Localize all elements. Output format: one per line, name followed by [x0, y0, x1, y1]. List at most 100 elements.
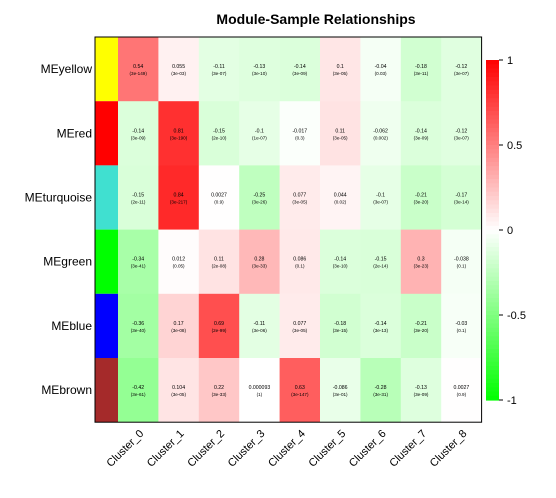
cell-pvalue: (3e-09) — [414, 135, 429, 140]
heatmap-cell — [441, 37, 482, 102]
cell-value: -0.13 — [253, 64, 265, 70]
heatmap-cell — [279, 101, 321, 166]
cell-pvalue: (3e-07) — [212, 71, 227, 76]
colorbar-segment — [486, 153, 499, 159]
module-color-bar — [95, 37, 118, 102]
cell-value: -0.14 — [415, 128, 427, 134]
heatmap-cell — [118, 293, 159, 359]
colorbar-segment — [486, 98, 499, 104]
colorbar-segment — [486, 94, 499, 99]
cell-value: 0.84 — [174, 193, 184, 199]
colorbar-segment — [486, 123, 499, 129]
cell-pvalue: (3e-07) — [454, 71, 469, 76]
heatmap-cell — [239, 37, 280, 102]
colorbar-segment — [486, 259, 499, 265]
heatmap-cell — [320, 358, 361, 423]
colorbar-segment — [486, 238, 499, 244]
cell-value: 0.22 — [214, 385, 224, 391]
colorbar-segment — [486, 272, 499, 278]
column-label: Cluster_3 — [226, 428, 268, 470]
cell-pvalue: (3e-13) — [373, 328, 388, 333]
cell-pvalue: (3e-20) — [414, 200, 429, 205]
cell-pvalue: (0.05) — [173, 264, 185, 269]
cell-value: -0.12 — [455, 128, 467, 134]
heatmap-cell — [441, 293, 482, 359]
cell-pvalue: (3e-10) — [333, 264, 348, 269]
cell-pvalue: (3e-23) — [414, 264, 429, 269]
colorbar-segment — [486, 289, 499, 295]
heatmap-cell — [158, 293, 200, 359]
cell-pvalue: (2e-08) — [212, 264, 227, 269]
cell-pvalue: (3e-149) — [130, 71, 148, 76]
cell-value: -0.14 — [294, 64, 306, 70]
cell-pvalue: (1) — [257, 392, 263, 397]
colorbar-segment — [486, 196, 499, 201]
heatmap-cell — [158, 229, 200, 295]
colorbar-segment — [486, 89, 499, 95]
column-label: Cluster_8 — [428, 428, 470, 470]
cell-pvalue: (0.03) — [375, 71, 387, 76]
cell-value: 0.3 — [417, 257, 424, 263]
colorbar-segment — [486, 179, 499, 184]
colorbar-segment — [486, 77, 499, 82]
colorbar-segment — [486, 119, 499, 125]
colorbar-segment — [486, 115, 499, 121]
heatmap-cell — [360, 358, 402, 423]
heatmap-cell — [239, 293, 280, 359]
colorbar-segment — [486, 106, 499, 112]
colorbar-segment — [486, 319, 499, 325]
colorbar-segment — [486, 327, 499, 333]
cell-pvalue: (2e-99) — [212, 328, 227, 333]
cell-pvalue: (3e-31) — [373, 392, 388, 397]
colorbar-segment — [486, 128, 499, 133]
heatmap-cell — [279, 358, 321, 423]
heatmap-frame — [94, 36, 483, 423]
cell-value: 0.54 — [133, 64, 143, 70]
heatmap-cell — [441, 101, 482, 166]
heatmap-cell — [198, 101, 240, 166]
cell-pvalue: (2e-11) — [131, 200, 146, 205]
heatmap-cell — [198, 358, 240, 423]
colorbar-segment — [486, 268, 499, 274]
row-labels: MEyellow MEred MEturquoise MEgreen MEblue MEb… — [25, 62, 93, 397]
colorbar-segment — [486, 204, 499, 210]
cell-value: -0.017 — [292, 128, 307, 134]
colorbar-segment — [486, 306, 499, 312]
colorbar-segment — [486, 323, 499, 329]
heatmap-cell — [320, 229, 361, 295]
row-label: MEturquoise — [25, 191, 93, 205]
cell-pvalue: (3e-05) — [292, 328, 307, 333]
cell-value: 0.28 — [254, 257, 264, 263]
cell-pvalue: (3e-07) — [373, 200, 388, 205]
module-color-bar — [95, 293, 118, 358]
cell-value: -0.18 — [334, 321, 346, 327]
cell-value: -0.13 — [415, 385, 427, 391]
cell-pvalue: (0.1) — [457, 328, 467, 333]
heatmap-cell — [441, 165, 482, 230]
colorbar-segment — [486, 149, 499, 155]
colorbar-tick-label: 0 — [507, 225, 513, 237]
cell-value: -0.15 — [213, 128, 225, 134]
colorbar-tick-label: -1 — [507, 395, 517, 407]
colorbar-segment — [486, 378, 499, 384]
heatmap-cell — [400, 101, 442, 166]
colorbar-segment — [486, 187, 499, 193]
heatmap-cell — [279, 229, 321, 295]
cell-labels: 0.54(3e-149)0.055(3e-03)-0.11(3e-07)-0.1… — [130, 64, 470, 397]
heatmap-cell — [118, 165, 159, 230]
chart-title: Module-Sample Relationships — [216, 11, 415, 27]
cell-value: -0.15 — [375, 257, 387, 263]
heatmap-cell — [360, 293, 402, 359]
cell-value: -0.17 — [455, 193, 467, 199]
cell-value: -0.14 — [334, 257, 346, 263]
colorbar-segment — [486, 391, 499, 397]
cell-value: 0.81 — [174, 128, 184, 134]
colorbar-segment — [486, 60, 499, 65]
column-label: Cluster_5 — [307, 428, 349, 470]
cell-pvalue: (3e-09) — [131, 135, 146, 140]
heatmap-cell — [400, 37, 442, 102]
column-label: Cluster_2 — [185, 428, 227, 470]
colorbar-segment — [486, 170, 499, 176]
colorbar-segment — [486, 302, 499, 308]
